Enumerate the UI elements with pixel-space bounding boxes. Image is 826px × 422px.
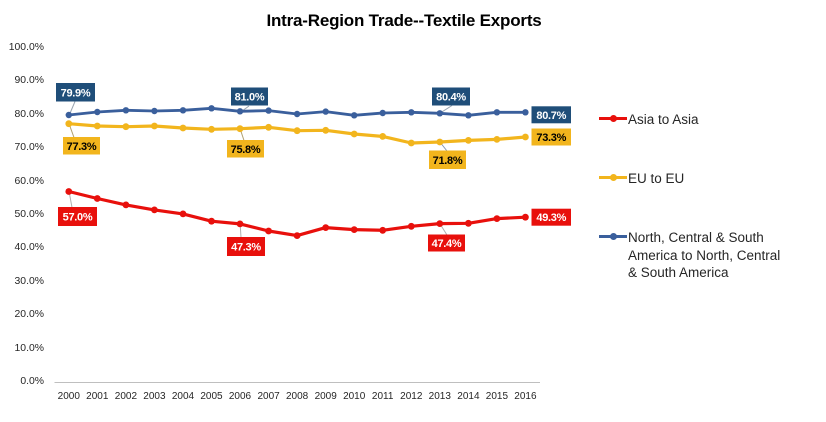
svg-text:80.7%: 80.7% [536, 110, 566, 122]
svg-text:75.8%: 75.8% [231, 144, 261, 156]
svg-text:80.4%: 80.4% [436, 92, 466, 104]
svg-text:47.3%: 47.3% [231, 242, 261, 254]
svg-text:79.9%: 79.9% [61, 87, 91, 99]
svg-text:47.4%: 47.4% [432, 238, 462, 250]
svg-text:73.3%: 73.3% [536, 132, 566, 144]
svg-text:57.0%: 57.0% [63, 212, 93, 224]
svg-text:71.8%: 71.8% [433, 155, 463, 167]
svg-text:81.0%: 81.0% [235, 92, 265, 104]
svg-text:49.3%: 49.3% [536, 212, 566, 224]
svg-text:77.3%: 77.3% [67, 141, 97, 153]
